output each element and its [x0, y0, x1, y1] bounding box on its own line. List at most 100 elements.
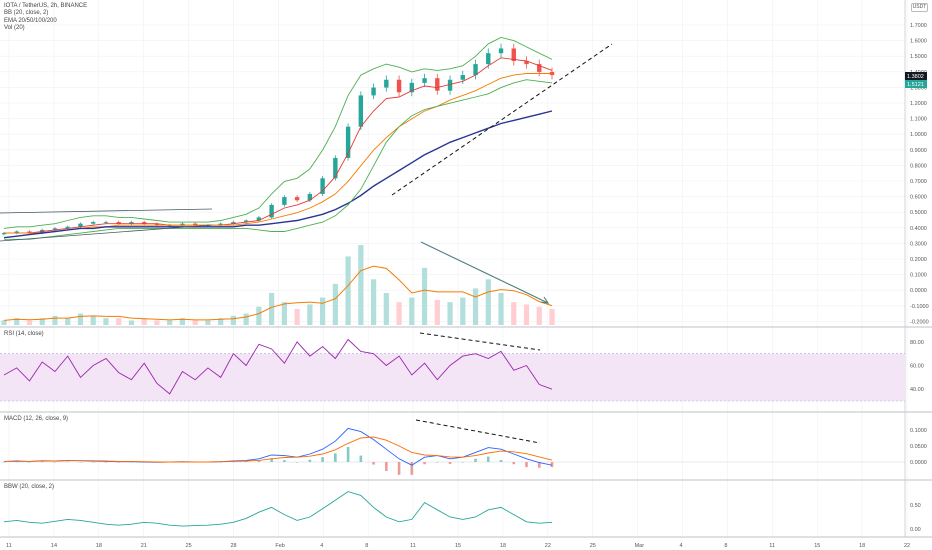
candle-body [498, 48, 504, 54]
last-price-tag: 1.5121 [907, 82, 924, 88]
volume-bar [345, 256, 351, 325]
volume-bar [447, 302, 453, 325]
volume-bar [485, 279, 491, 325]
time-tick-label: 14 [51, 543, 57, 549]
volume-ma-line [3, 265, 553, 321]
support-trendline [391, 43, 613, 196]
candle-body [307, 193, 313, 201]
macd-hist-bar [295, 462, 299, 463]
candle-body [103, 222, 109, 223]
volume-arrow-head [540, 296, 550, 304]
ema_long-line [3, 110, 553, 239]
candle-body [371, 87, 376, 96]
volume-bar [281, 302, 287, 325]
candle-body [231, 222, 236, 224]
bbw-pane-label[interactable]: BBW (20, close, 2) [4, 484, 55, 490]
macd-hist-bar [423, 462, 426, 465]
volume-bar [243, 313, 249, 325]
time-tick-label: 28 [231, 543, 237, 549]
volume-bar [307, 304, 313, 325]
macd-hist-bar [308, 459, 312, 462]
candle-body [447, 79, 453, 91]
candle-body [78, 223, 83, 227]
macd-pane-label[interactable]: MACD (12, 26, close, 9) [4, 416, 69, 422]
volume-bar [128, 320, 135, 325]
signal-line [4, 436, 553, 463]
price-tick-label: 1.0000 [910, 132, 927, 138]
rsi-tick-label: 80.00 [910, 340, 924, 346]
candle-body [91, 222, 96, 224]
candle-body [294, 197, 300, 201]
volume-bar [396, 302, 402, 325]
volume-bar [460, 297, 466, 325]
candle-body [65, 226, 70, 229]
volume-bar [269, 293, 275, 325]
volume-bar [256, 306, 262, 325]
macd-hist-bar [270, 458, 273, 462]
candle-body [320, 178, 325, 194]
volume-bar [192, 320, 198, 325]
macd-hist-bar [436, 462, 439, 463]
macd-hist-bar [232, 461, 235, 463]
price-tick-label: 0.1000 [910, 273, 927, 279]
price-tick-label: 0.0000 [910, 288, 927, 294]
time-tick-label: Feb [275, 543, 284, 549]
macd-hist-bar [130, 462, 133, 463]
time-tick-label: 21 [141, 543, 147, 549]
volume-bar [1, 320, 7, 325]
channel-top-line [0, 208, 213, 214]
rsi-pane-label[interactable]: RSI (14, close) [4, 331, 44, 337]
volume-bar [536, 306, 542, 325]
candle-body [384, 79, 389, 88]
macd-hist-bar [397, 462, 401, 475]
volume-bar [26, 320, 33, 325]
pane-separators [0, 0, 932, 538]
candle-body [243, 220, 249, 223]
volume-bar [205, 320, 211, 325]
candle-body [537, 64, 542, 72]
candle-body [116, 222, 121, 224]
time-tick-label: 8 [365, 543, 368, 549]
price-axis[interactable]: 1.70001.60001.50001.40001.30001.20001.10… [905, 23, 929, 325]
macd-hist-bar [486, 456, 490, 462]
candle-series [1, 43, 555, 236]
volume-bar [14, 318, 20, 325]
macd-hist-bar [334, 453, 337, 462]
macd-hist-bar [40, 461, 44, 463]
candle-body [358, 95, 364, 127]
macd-hist-bar [2, 462, 6, 463]
volume-series [1, 245, 555, 325]
candle-body [154, 223, 160, 226]
macd-hist-bar [385, 462, 388, 471]
price-tick-label: 1.1000 [910, 117, 927, 123]
volume-bar [421, 267, 428, 325]
indicator-axes: 80.00 60.00 40.00 0.1000 0.0500 0.0000 0.50 0.0… [910, 340, 927, 533]
volume-arrow [420, 241, 549, 304]
candle-body [14, 231, 19, 234]
symbol-title[interactable]: IOTA / TetherUS, 2h, BINANCE [4, 3, 88, 9]
volume-bar [52, 315, 58, 325]
price-tick-label: 0.2000 [910, 257, 927, 263]
macd-hist-bar [91, 462, 95, 463]
price-tick-label: 0.6000 [910, 195, 927, 201]
legend-bb[interactable]: BB (20, close, 2) [4, 10, 49, 17]
macd-divergence-line [415, 419, 541, 444]
time-tick-label: 25 [590, 543, 596, 549]
candle-body [180, 223, 185, 226]
candle-body [460, 75, 465, 80]
currency-badge[interactable]: USDT [911, 3, 928, 12]
legend-vol[interactable]: Vol (20) [4, 24, 25, 31]
candle-body [1, 233, 7, 235]
rsi-divergence-line [419, 332, 541, 351]
price-tick-label: 0.5000 [910, 210, 927, 216]
channel-bottom-line [0, 224, 213, 242]
macd-hist-bar [283, 460, 286, 462]
drawing-annotations[interactable] [0, 43, 613, 444]
legend-ema[interactable]: EMA 20/50/100/200 [4, 17, 57, 24]
macd-hist-bar [512, 462, 516, 465]
volume-bar [332, 283, 338, 325]
macd-hist-bar [346, 446, 350, 462]
time-axis[interactable]: 11 14 18 21 25 28 Feb 4 8 11 15 18 22 25 Mar 4 8 11 15 18 22 [6, 543, 910, 549]
macd-hist-bar [244, 461, 248, 462]
